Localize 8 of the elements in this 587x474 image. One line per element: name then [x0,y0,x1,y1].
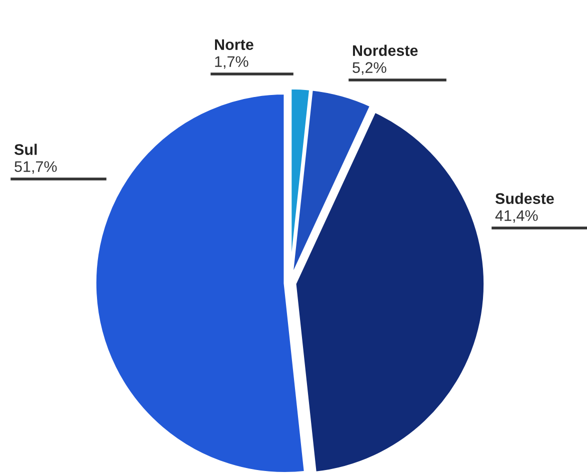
data-label: 5,2% [352,62,386,75]
slice-label: Nordeste [353,44,418,56]
data-label: 51,7% [14,161,57,174]
data-label: 41,4% [495,210,538,223]
slice-label: Sul [14,144,37,155]
slice-label: Sudeste [495,192,554,204]
data-label: 1,7% [215,56,248,69]
slice-label: Norte [215,39,254,50]
